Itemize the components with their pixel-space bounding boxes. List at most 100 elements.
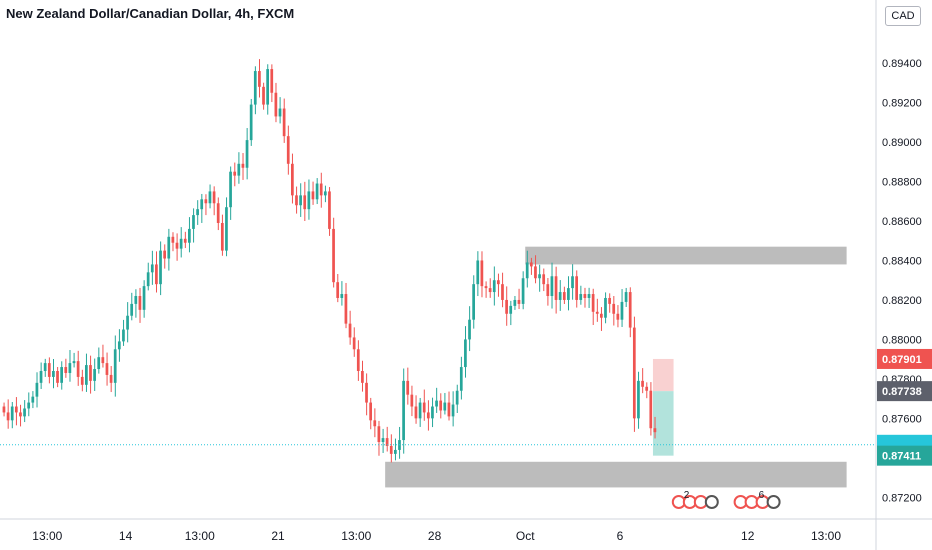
candle-body bbox=[319, 183, 323, 196]
candle-body bbox=[10, 406, 14, 421]
candle-body bbox=[303, 195, 307, 210]
candle-body bbox=[204, 199, 208, 204]
candle-body bbox=[35, 382, 39, 397]
candle-body bbox=[328, 191, 331, 229]
candle-body bbox=[525, 262, 529, 279]
candle-body bbox=[497, 280, 500, 285]
candle-body bbox=[43, 363, 47, 371]
candle-body bbox=[538, 274, 541, 279]
candle-body bbox=[274, 92, 278, 117]
candle-body bbox=[480, 260, 484, 287]
price-tick-label: 0.88400 bbox=[882, 255, 922, 267]
candle-body bbox=[521, 278, 525, 304]
candle-body bbox=[604, 297, 607, 318]
candle-body bbox=[344, 294, 348, 324]
candle-body bbox=[653, 428, 657, 433]
candle-body bbox=[258, 71, 261, 87]
candle-body bbox=[175, 242, 179, 249]
candle-body bbox=[163, 250, 166, 259]
candle-body bbox=[583, 294, 587, 298]
candle-body bbox=[492, 280, 496, 293]
candle-body bbox=[558, 292, 562, 300]
candle-body bbox=[620, 301, 624, 320]
candle-body bbox=[447, 402, 451, 417]
candle-body bbox=[97, 357, 101, 370]
candle-body bbox=[439, 400, 443, 411]
event-count: 6 bbox=[759, 490, 765, 501]
candle-body bbox=[183, 238, 187, 243]
event-marker-icon bbox=[704, 495, 719, 509]
candle-body bbox=[571, 276, 574, 289]
candle-body bbox=[39, 370, 43, 383]
candle-body bbox=[443, 402, 447, 411]
candle-body bbox=[513, 299, 517, 306]
candle-body bbox=[2, 406, 6, 413]
candle-body bbox=[356, 349, 360, 371]
candle-body bbox=[385, 438, 389, 446]
candle-body bbox=[286, 136, 290, 164]
candle-body bbox=[562, 292, 566, 300]
candle-body bbox=[435, 400, 438, 407]
candle-body bbox=[418, 402, 422, 419]
candle-body bbox=[369, 402, 372, 421]
candle-body bbox=[352, 337, 356, 350]
candle-body bbox=[253, 71, 257, 105]
candle-body bbox=[501, 284, 504, 300]
time-tick-label: 13:00 bbox=[341, 529, 371, 543]
position-stop-area bbox=[652, 358, 674, 392]
candle-body bbox=[645, 386, 649, 391]
candle-body bbox=[323, 191, 327, 196]
time-tick-label: 14 bbox=[119, 529, 133, 543]
candle-body bbox=[542, 274, 546, 285]
candle-body bbox=[31, 396, 35, 403]
candle-body bbox=[109, 374, 113, 383]
candle-body bbox=[628, 292, 632, 328]
candle-body bbox=[402, 380, 405, 441]
candle-body bbox=[23, 408, 26, 417]
candle-body bbox=[546, 284, 550, 297]
candle-body bbox=[381, 438, 385, 443]
candle-body bbox=[641, 380, 644, 387]
candle-body bbox=[47, 363, 51, 377]
candle-body bbox=[233, 171, 237, 176]
candle-body bbox=[196, 209, 199, 216]
price-tick-label: 0.88000 bbox=[882, 334, 922, 346]
time-tick-label: 13:00 bbox=[185, 529, 215, 543]
candle-body bbox=[529, 262, 533, 267]
candle-body bbox=[155, 264, 158, 285]
candle-body bbox=[93, 369, 96, 381]
event-marker-icon bbox=[766, 495, 781, 509]
candle-body bbox=[307, 191, 311, 210]
candle-body bbox=[282, 108, 286, 137]
time-tick-label: 28 bbox=[428, 529, 442, 543]
time-tick-label: 12 bbox=[741, 529, 755, 543]
candle-body bbox=[451, 404, 455, 417]
candle-body bbox=[476, 260, 480, 285]
resistance-zone bbox=[525, 246, 847, 265]
candle-body bbox=[550, 276, 554, 297]
candle-body bbox=[241, 163, 245, 168]
candle-body bbox=[105, 363, 109, 375]
candle-body bbox=[422, 402, 426, 413]
candle-body bbox=[89, 365, 92, 381]
candle-body bbox=[575, 276, 578, 300]
candle-body bbox=[113, 349, 117, 383]
candle-body bbox=[150, 264, 154, 273]
candle-body bbox=[117, 341, 121, 350]
candle-body bbox=[101, 357, 105, 364]
candle-body bbox=[122, 329, 125, 342]
candle-body bbox=[60, 367, 63, 383]
candle-body bbox=[332, 228, 335, 283]
candle-body bbox=[340, 294, 344, 298]
candle-body bbox=[406, 380, 410, 395]
price-label-box bbox=[877, 348, 932, 369]
candle-body bbox=[171, 236, 175, 243]
candle-body bbox=[249, 104, 253, 141]
candle-body bbox=[19, 412, 22, 417]
candle-body bbox=[179, 238, 183, 249]
candle-body bbox=[608, 297, 611, 304]
currency-button[interactable]: CAD bbox=[885, 6, 921, 26]
candle-body bbox=[245, 140, 249, 168]
